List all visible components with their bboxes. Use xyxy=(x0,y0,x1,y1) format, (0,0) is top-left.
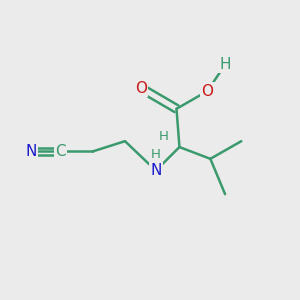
Text: H: H xyxy=(151,148,161,161)
Text: N: N xyxy=(25,144,36,159)
Text: O: O xyxy=(135,81,147,96)
Text: C: C xyxy=(55,144,65,159)
Text: O: O xyxy=(201,84,213,99)
Text: H: H xyxy=(158,130,168,143)
Text: N: N xyxy=(150,163,162,178)
Text: H: H xyxy=(219,57,231,72)
